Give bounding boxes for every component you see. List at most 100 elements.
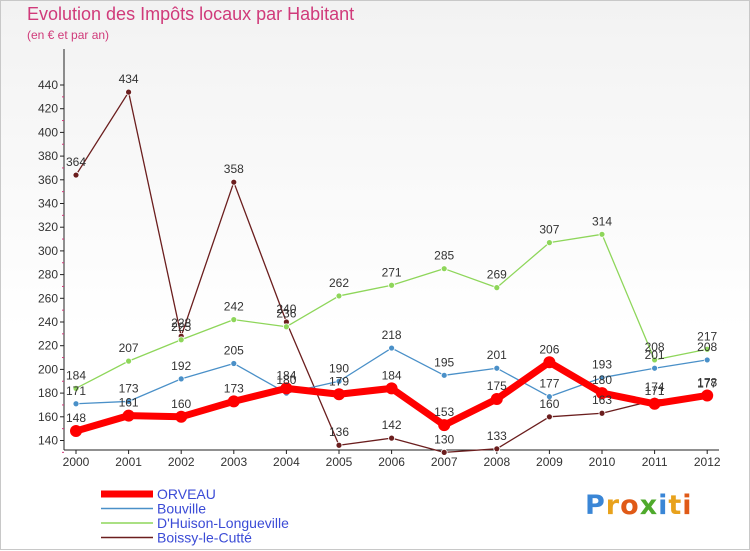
series-point: [493, 364, 501, 372]
data-label: 206: [539, 342, 559, 356]
series-point: [490, 393, 503, 406]
data-label: 177: [539, 377, 559, 391]
data-label: 174: [645, 380, 665, 394]
legend-label: Boissy-le-Cutté: [157, 530, 252, 546]
series-point: [280, 382, 293, 395]
data-label: 314: [592, 214, 612, 228]
logo-letter: x: [639, 490, 659, 521]
x-tick-label: 2007: [431, 455, 458, 469]
y-tick-label: 220: [38, 339, 58, 353]
data-label: 184: [382, 368, 402, 382]
series-point: [543, 356, 556, 369]
data-label: 240: [276, 302, 296, 316]
data-label: 208: [645, 340, 665, 354]
series-point: [546, 393, 553, 401]
series-point: [648, 397, 661, 410]
data-label: 307: [539, 223, 559, 237]
data-label: 262: [329, 276, 349, 290]
series-point: [385, 382, 398, 395]
x-tick-label: 2001: [115, 455, 142, 469]
series-point: [598, 409, 606, 417]
x-tick-label: 2003: [220, 455, 247, 469]
axes: 140 160 180 200 220 240 260 280 300 320 340 360 380 4…: [38, 49, 721, 469]
y-tick-label: 400: [38, 125, 58, 139]
data-label: 192: [171, 359, 191, 373]
series-point: [72, 400, 80, 408]
logo-letter: i: [658, 490, 669, 521]
legend-label: Bouville: [157, 501, 206, 517]
series-point: [125, 397, 132, 405]
data-label: 434: [119, 72, 139, 86]
series-point: [177, 336, 185, 344]
data-label: 180: [276, 373, 296, 387]
series-point: [598, 374, 606, 382]
data-label: 148: [66, 411, 86, 425]
data-label: 208: [697, 340, 717, 354]
series-point: [703, 345, 711, 353]
data-label: 228: [171, 316, 191, 330]
y-tick-label: 180: [38, 386, 58, 400]
series-point: [701, 389, 714, 402]
series-point: [125, 357, 132, 365]
series-point: [388, 281, 396, 289]
x-tick-label: 2000: [63, 455, 90, 469]
data-label: 180: [592, 373, 612, 387]
series-point: [440, 371, 448, 379]
series-point: [651, 364, 658, 372]
data-label: 201: [645, 348, 665, 362]
legend: ORVEAUBouvilleD'Huison-LonguevilleBoissy…: [101, 486, 289, 546]
series-point: [72, 384, 80, 392]
series-point: [335, 441, 343, 449]
data-label: 177: [697, 377, 717, 391]
data-label: 195: [434, 355, 454, 369]
x-tick-label: 2002: [168, 455, 195, 469]
data-label: 173: [119, 381, 139, 395]
data-label: 133: [487, 429, 507, 443]
series-point: [227, 395, 240, 408]
logo-letter: P: [585, 490, 606, 521]
legend-label: ORVEAU: [157, 486, 216, 502]
data-label: 161: [119, 396, 139, 410]
data-label: 136: [329, 425, 349, 439]
series-point: [230, 360, 238, 367]
series-point: [70, 425, 82, 438]
y-tick-label: 420: [38, 102, 58, 116]
data-label: 171: [645, 384, 665, 398]
x-tick-label: 2011: [642, 455, 668, 469]
data-label: 153: [434, 405, 454, 419]
data-label: 271: [382, 265, 402, 279]
data-label: 175: [487, 379, 507, 393]
logo-letter: r: [605, 490, 621, 521]
series-point: [335, 377, 343, 385]
data-label: 130: [434, 432, 454, 446]
data-label: 364: [66, 155, 86, 169]
data-label: 179: [329, 374, 349, 388]
data-label: 184: [276, 368, 296, 382]
data-label: 163: [592, 393, 612, 407]
series-point: [493, 284, 501, 292]
series-point: [230, 178, 238, 186]
x-tick-label: 2012: [694, 455, 721, 469]
series-point: [282, 323, 290, 331]
series-point: [598, 230, 606, 238]
series-point: [175, 410, 188, 423]
data-label: 173: [224, 381, 244, 395]
series-point: [546, 413, 553, 421]
y-tick-label: 260: [38, 291, 58, 305]
x-tick-label: 2005: [326, 455, 353, 469]
series-point: [493, 445, 501, 453]
legend-label: D'Huison-Longueville: [157, 515, 289, 531]
data-label: 358: [224, 162, 244, 176]
series-point: [651, 356, 658, 364]
series-point: [230, 316, 238, 324]
proxiti-logo: Proxiti: [585, 490, 693, 521]
x-tick-label: 2004: [273, 455, 300, 469]
data-label: 142: [382, 418, 402, 432]
data-label: 269: [487, 268, 507, 282]
series-point: [122, 409, 135, 422]
data-label: 184: [66, 368, 86, 382]
y-tick-label: 380: [38, 149, 58, 163]
data-label: 190: [329, 361, 349, 375]
